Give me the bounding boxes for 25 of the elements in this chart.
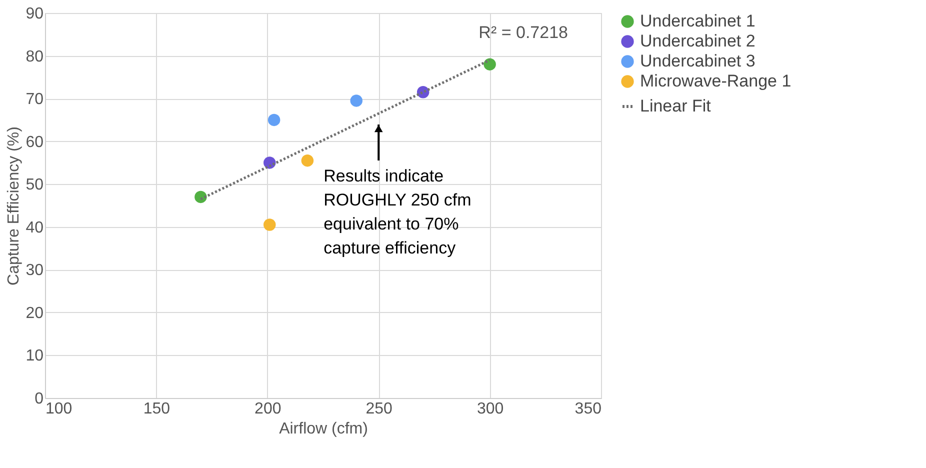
legend-label: Microwave-Range 1 bbox=[640, 72, 792, 90]
x-tick-label: 350 bbox=[574, 400, 602, 418]
y-tick-label: 40 bbox=[26, 219, 44, 236]
annotation: Results indicate ROUGHLY 250 cfm equivalent to 70% capture efficiency bbox=[324, 166, 472, 258]
y-tick-label: 30 bbox=[26, 262, 44, 280]
legend-label: Undercabinet 1 bbox=[640, 12, 756, 30]
x-tick-label: 100 bbox=[46, 400, 72, 418]
legend-label: Undercabinet 2 bbox=[640, 32, 756, 50]
y-tick-label: 0 bbox=[34, 390, 44, 408]
x-tick-label: 250 bbox=[366, 400, 393, 418]
y-axis-title: Capture Efficiency (%) bbox=[6, 126, 23, 286]
x-tick-label: 150 bbox=[143, 400, 170, 418]
y-tick-label: 50 bbox=[26, 176, 44, 194]
legend-label: Linear Fit bbox=[640, 96, 712, 116]
y-tick-label: 80 bbox=[26, 48, 44, 66]
y-tick-label: 70 bbox=[26, 91, 44, 108]
x-tick-label: 300 bbox=[476, 400, 504, 418]
x-axis-title: Airflow (cfm) bbox=[279, 420, 368, 438]
legend-label: Undercabinet 3 bbox=[640, 52, 756, 70]
y-tick-label: 60 bbox=[26, 134, 44, 151]
annotation: R² = 0.7218 bbox=[478, 23, 568, 42]
x-tick-label: 200 bbox=[254, 400, 282, 418]
y-tick-label: 20 bbox=[26, 304, 44, 322]
y-tick-label: 90 bbox=[26, 6, 44, 22]
y-tick-label: 10 bbox=[26, 348, 44, 365]
